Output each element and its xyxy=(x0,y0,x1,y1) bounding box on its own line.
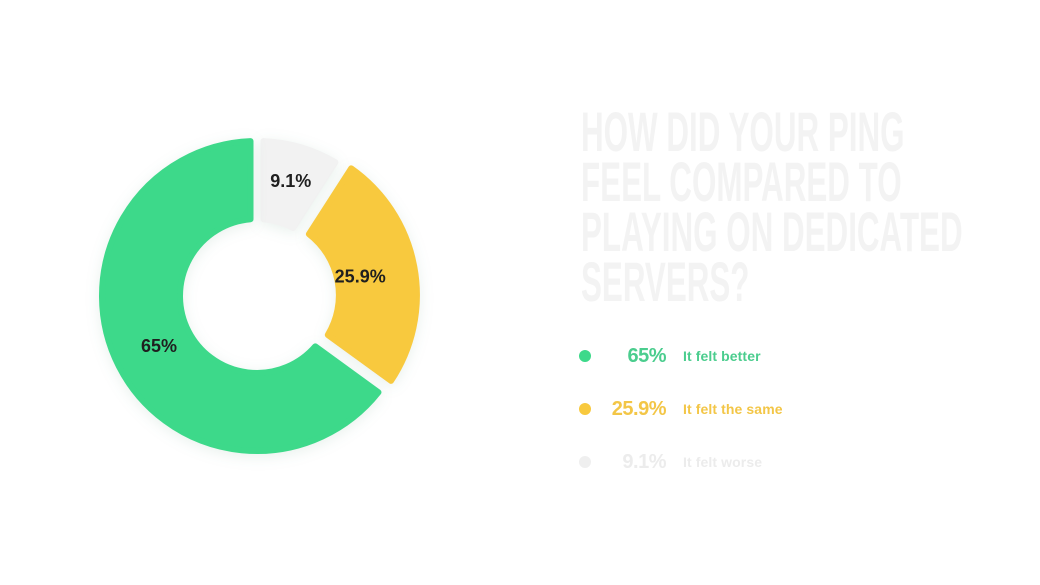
donut-segment-it-felt-the-same xyxy=(305,165,420,384)
legend-percent: 25.9% xyxy=(611,397,667,420)
legend-dot-felt-better xyxy=(579,350,591,362)
legend-dot-felt-worse xyxy=(579,456,591,468)
slice-value-label: 65% xyxy=(141,336,177,356)
legend-item-felt-worse: 9.1% It felt worse xyxy=(579,447,783,477)
slice-value-label: 25.9% xyxy=(335,267,386,287)
slice-value-label: 9.1% xyxy=(270,171,311,191)
legend-label: It felt the same xyxy=(683,401,783,417)
question-heading: HOW DID YOUR PING FEEL COMPARED TO PLAYI… xyxy=(581,100,1040,313)
heading-line-2: FEEL COMPARED TO xyxy=(581,150,902,213)
donut-segment-it-felt-better xyxy=(98,138,382,454)
legend-dot-felt-same xyxy=(579,403,591,415)
legend-item-felt-same: 25.9% It felt the same xyxy=(579,394,783,424)
legend-label: It felt worse xyxy=(683,454,763,470)
legend-label: It felt better xyxy=(683,348,761,364)
legend-item-felt-better: 65% It felt better xyxy=(579,341,783,371)
heading-line-1: HOW DID YOUR PING xyxy=(581,100,905,163)
legend-percent: 65% xyxy=(627,344,666,367)
donut-segment-it-felt-worse xyxy=(260,138,339,231)
chart-legend: 65% It felt better 25.9% It felt the sam… xyxy=(579,341,783,500)
donut-chart: 9.1% 25.9% 65% xyxy=(98,138,420,454)
heading-line-3: PLAYING ON DEDICATED xyxy=(581,200,963,263)
legend-percent: 9.1% xyxy=(622,450,666,473)
heading-line-4: SERVERS? xyxy=(581,250,750,313)
